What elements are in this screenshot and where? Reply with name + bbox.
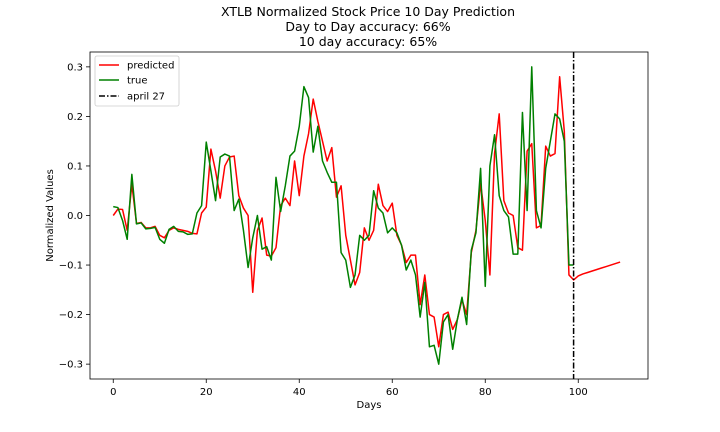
y-tick-label: 0.3 bbox=[67, 62, 83, 73]
plot-area bbox=[89, 51, 649, 380]
legend: predicted true april 27 bbox=[94, 55, 180, 107]
y-axis-label: Normalized Values bbox=[45, 169, 56, 262]
y-tick-label: 0.2 bbox=[67, 112, 83, 123]
x-tick-label: 100 bbox=[569, 387, 588, 398]
x-tick-label: 40 bbox=[293, 387, 306, 398]
y-tick-label: −0.3 bbox=[59, 360, 83, 371]
x-axis-label: Days bbox=[357, 400, 382, 411]
chart-subtitle-day-accuracy: Day to Day accuracy: 66% bbox=[285, 19, 450, 34]
series-layer bbox=[112, 66, 621, 365]
chart-title: XTLB Normalized Stock Price 10 Day Predi… bbox=[221, 4, 515, 19]
legend-label-predicted: predicted bbox=[127, 61, 174, 72]
y-tick-label: 0.1 bbox=[67, 161, 83, 172]
y-tick-label: −0.1 bbox=[59, 261, 83, 272]
x-axis: 0 20 40 60 80 100 bbox=[110, 379, 588, 398]
y-tick-label: −0.2 bbox=[59, 310, 83, 321]
x-tick-label: 80 bbox=[479, 387, 492, 398]
x-tick-label: 60 bbox=[386, 387, 399, 398]
chart-subtitle-10day-accuracy: 10 day accuracy: 65% bbox=[299, 34, 437, 49]
y-axis: −0.3 −0.2 −0.1 0.0 0.1 0.2 0.3 bbox=[59, 62, 90, 371]
x-tick-label: 20 bbox=[200, 387, 213, 398]
x-tick-label: 0 bbox=[110, 387, 116, 398]
legend-label-april-27: april 27 bbox=[127, 92, 165, 103]
legend-label-true: true bbox=[127, 76, 148, 87]
series-line-true bbox=[113, 66, 574, 365]
series-line-predicted bbox=[112, 76, 621, 348]
legend-box bbox=[94, 55, 180, 107]
y-tick-label: 0.0 bbox=[67, 211, 83, 222]
